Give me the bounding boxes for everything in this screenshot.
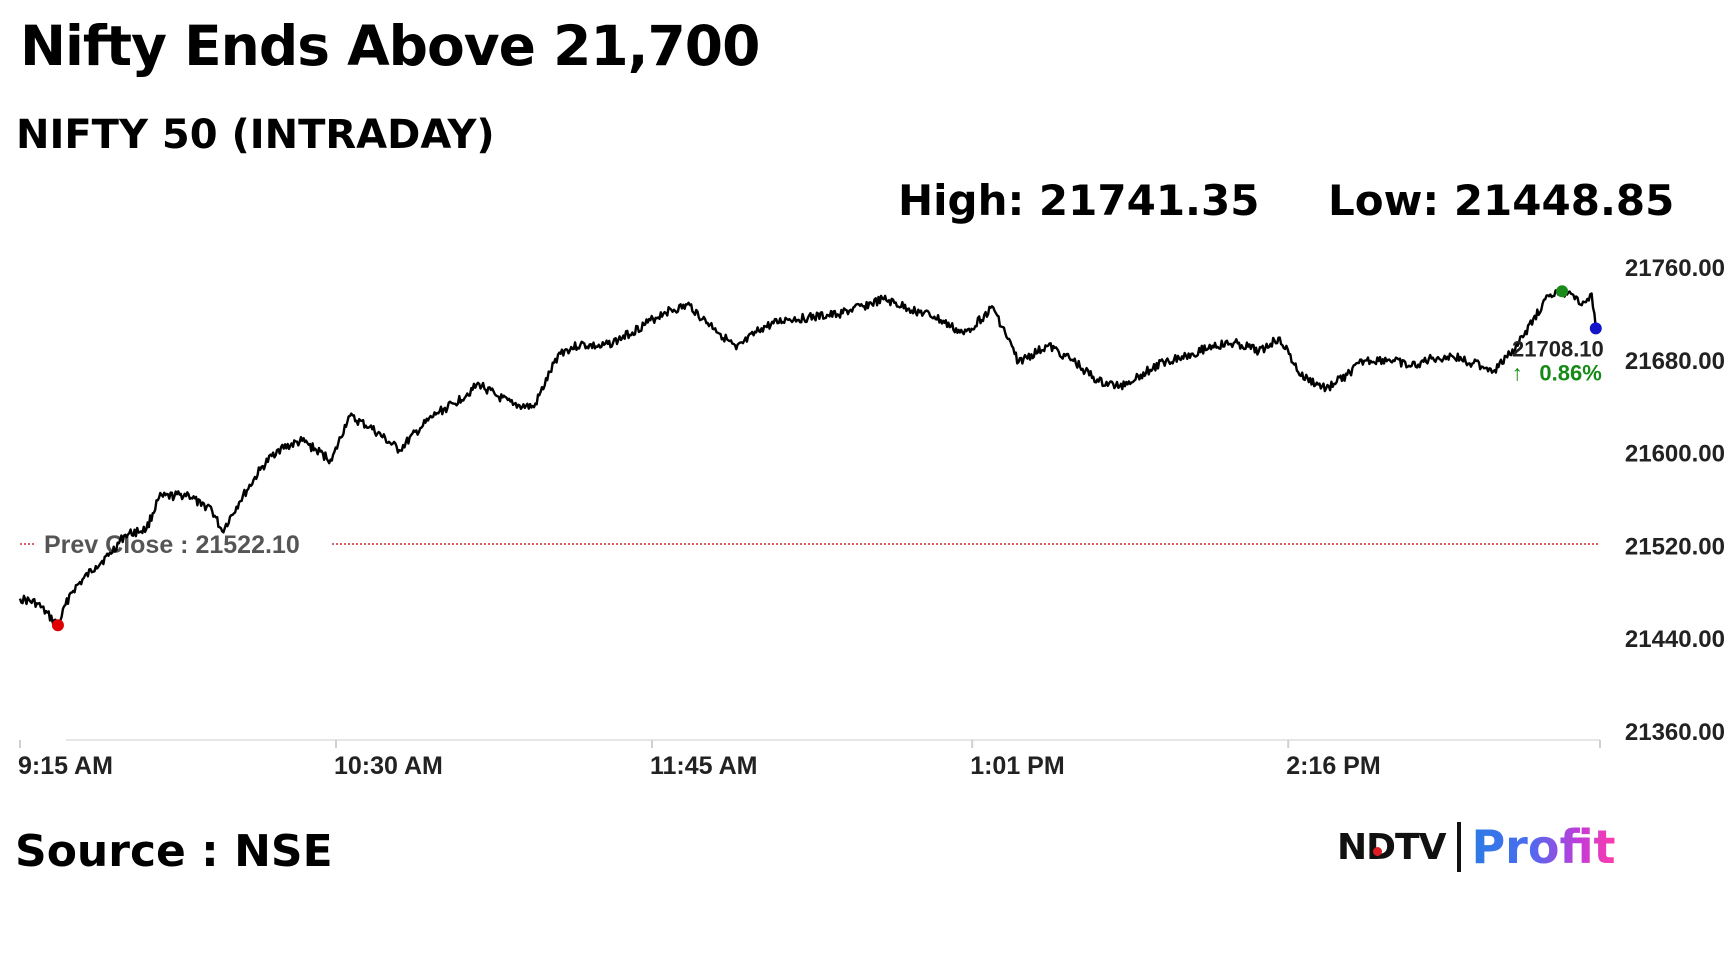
day-high-marker xyxy=(1556,285,1569,298)
logo-profit-text: Profit xyxy=(1471,820,1616,874)
y-axis: 21760.00 21680.00 21600.00 21520.00 21440.00… xyxy=(1625,255,1725,746)
chart-title: NIFTY 50 (INTRADAY) xyxy=(16,112,495,158)
source-label: Source : NSE xyxy=(15,826,333,877)
y-tick-label: 21760.00 xyxy=(1625,255,1725,282)
y-tick-label: 21520.00 xyxy=(1625,533,1725,560)
last-price-value: 21708.10 xyxy=(1512,336,1604,361)
x-tick-label: 10:30 AM xyxy=(334,752,443,780)
last-price-annotation: 21708.10↑ 0.86% xyxy=(1512,336,1604,385)
prev-close-label-bg xyxy=(36,525,330,560)
markers xyxy=(51,285,1602,632)
price-series xyxy=(18,286,1597,627)
last-price-change: 0.86% xyxy=(1539,360,1601,385)
prev-close-reference: Prev Close : 21522.10 xyxy=(20,525,1600,560)
last-price-marker xyxy=(1589,322,1602,335)
day-low-marker xyxy=(51,619,64,632)
day-low-stat: Low: 21448.85 xyxy=(1328,176,1675,225)
headline: Nifty Ends Above 21,700 xyxy=(20,14,760,78)
y-tick-label: 21600.00 xyxy=(1625,441,1725,468)
prev-close-label: Prev Close : 21522.10 xyxy=(44,531,300,559)
x-tick-label: 9:15 AM xyxy=(18,752,113,780)
logo-red-dot xyxy=(1373,846,1382,856)
price-line xyxy=(18,286,1597,627)
x-tick-label: 11:45 AM xyxy=(650,752,757,780)
y-tick-label: 21360.00 xyxy=(1625,719,1725,746)
x-tick-label: 2:16 PM xyxy=(1286,752,1380,780)
y-tick-label: 21680.00 xyxy=(1625,348,1725,375)
x-axis: 9:15 AM 10:30 AM 11:45 AM 1:01 PM 2:16 PM xyxy=(18,739,1601,780)
ndtv-profit-logo: NDTV Profit xyxy=(1337,818,1616,876)
day-high-stat: High: 21741.35 xyxy=(898,176,1260,225)
up-arrow-icon: ↑ xyxy=(1512,360,1523,385)
logo-ndtv-text: NDTV xyxy=(1337,826,1446,868)
x-tick-label: 1:01 PM xyxy=(970,752,1064,780)
logo-divider xyxy=(1457,822,1462,872)
y-tick-label: 21440.00 xyxy=(1625,626,1725,653)
